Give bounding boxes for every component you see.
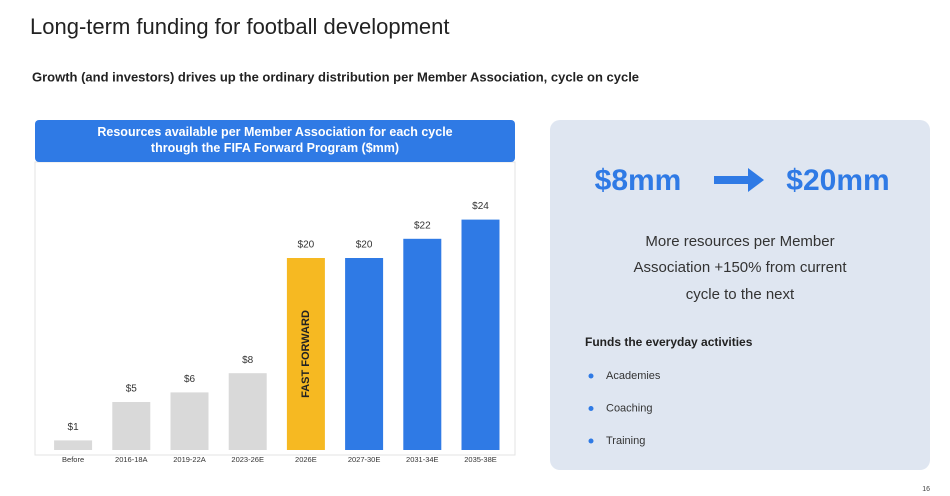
x-tick-label: 2023-26E <box>231 455 264 464</box>
value-label: $24 <box>472 201 489 212</box>
bar <box>461 219 500 450</box>
bullet <box>588 438 594 444</box>
bar <box>286 258 325 450</box>
bar <box>228 373 267 450</box>
slide-title: Long-term funding for football developme… <box>30 14 449 39</box>
bar <box>170 392 209 450</box>
chart-title: Resources available per Member Associati… <box>97 125 452 155</box>
x-tick-label: 2016-18A <box>115 455 148 464</box>
arrow <box>714 168 764 192</box>
chart-header <box>35 120 515 162</box>
value-label: $20 <box>356 240 373 251</box>
value-label: $8 <box>242 355 254 366</box>
bullet <box>588 406 594 411</box>
bar <box>403 238 442 450</box>
description-line: Association +150% from current <box>633 259 847 276</box>
bar-annotation: FAST FORWARD <box>300 310 312 398</box>
list: Academies Coaching Training <box>588 370 661 447</box>
x-tick-label: 2035-38E <box>464 455 497 464</box>
info-panel <box>550 120 930 470</box>
x-tick-label: 2027-30E <box>348 455 381 464</box>
bar <box>54 440 93 450</box>
bullet <box>588 373 594 379</box>
slide-subtitle: Growth (and investors) drives up the ord… <box>32 69 639 84</box>
bars: $1 Before $5 2016-18A $6 2019-22A $8 2023-26E $2… <box>54 201 500 464</box>
x-tick-label: 2026E <box>295 455 317 464</box>
page-number: 16 <box>922 486 930 493</box>
from-amount: $8mm <box>595 164 682 197</box>
description-line: More resources per Member <box>645 233 834 250</box>
bar <box>345 258 384 450</box>
list-item: Coaching <box>606 402 652 414</box>
x-tick-label: 2019-22A <box>173 455 206 464</box>
value-label: $5 <box>126 384 138 395</box>
value-label: $20 <box>298 240 315 251</box>
to-amount: $20mm <box>786 164 889 197</box>
bar <box>112 402 151 450</box>
list-item: Academies <box>606 370 661 382</box>
description-line: cycle to the next <box>686 286 795 303</box>
list-item: Training <box>606 435 645 447</box>
x-tick-label: Before <box>62 455 84 464</box>
value-label: $6 <box>184 374 196 385</box>
chart-area <box>34 161 516 456</box>
list-title: Funds the everyday activities <box>585 335 753 349</box>
value-label: $22 <box>414 220 431 231</box>
value-label: $1 <box>68 422 80 433</box>
x-tick-label: 2031-34E <box>406 455 439 464</box>
